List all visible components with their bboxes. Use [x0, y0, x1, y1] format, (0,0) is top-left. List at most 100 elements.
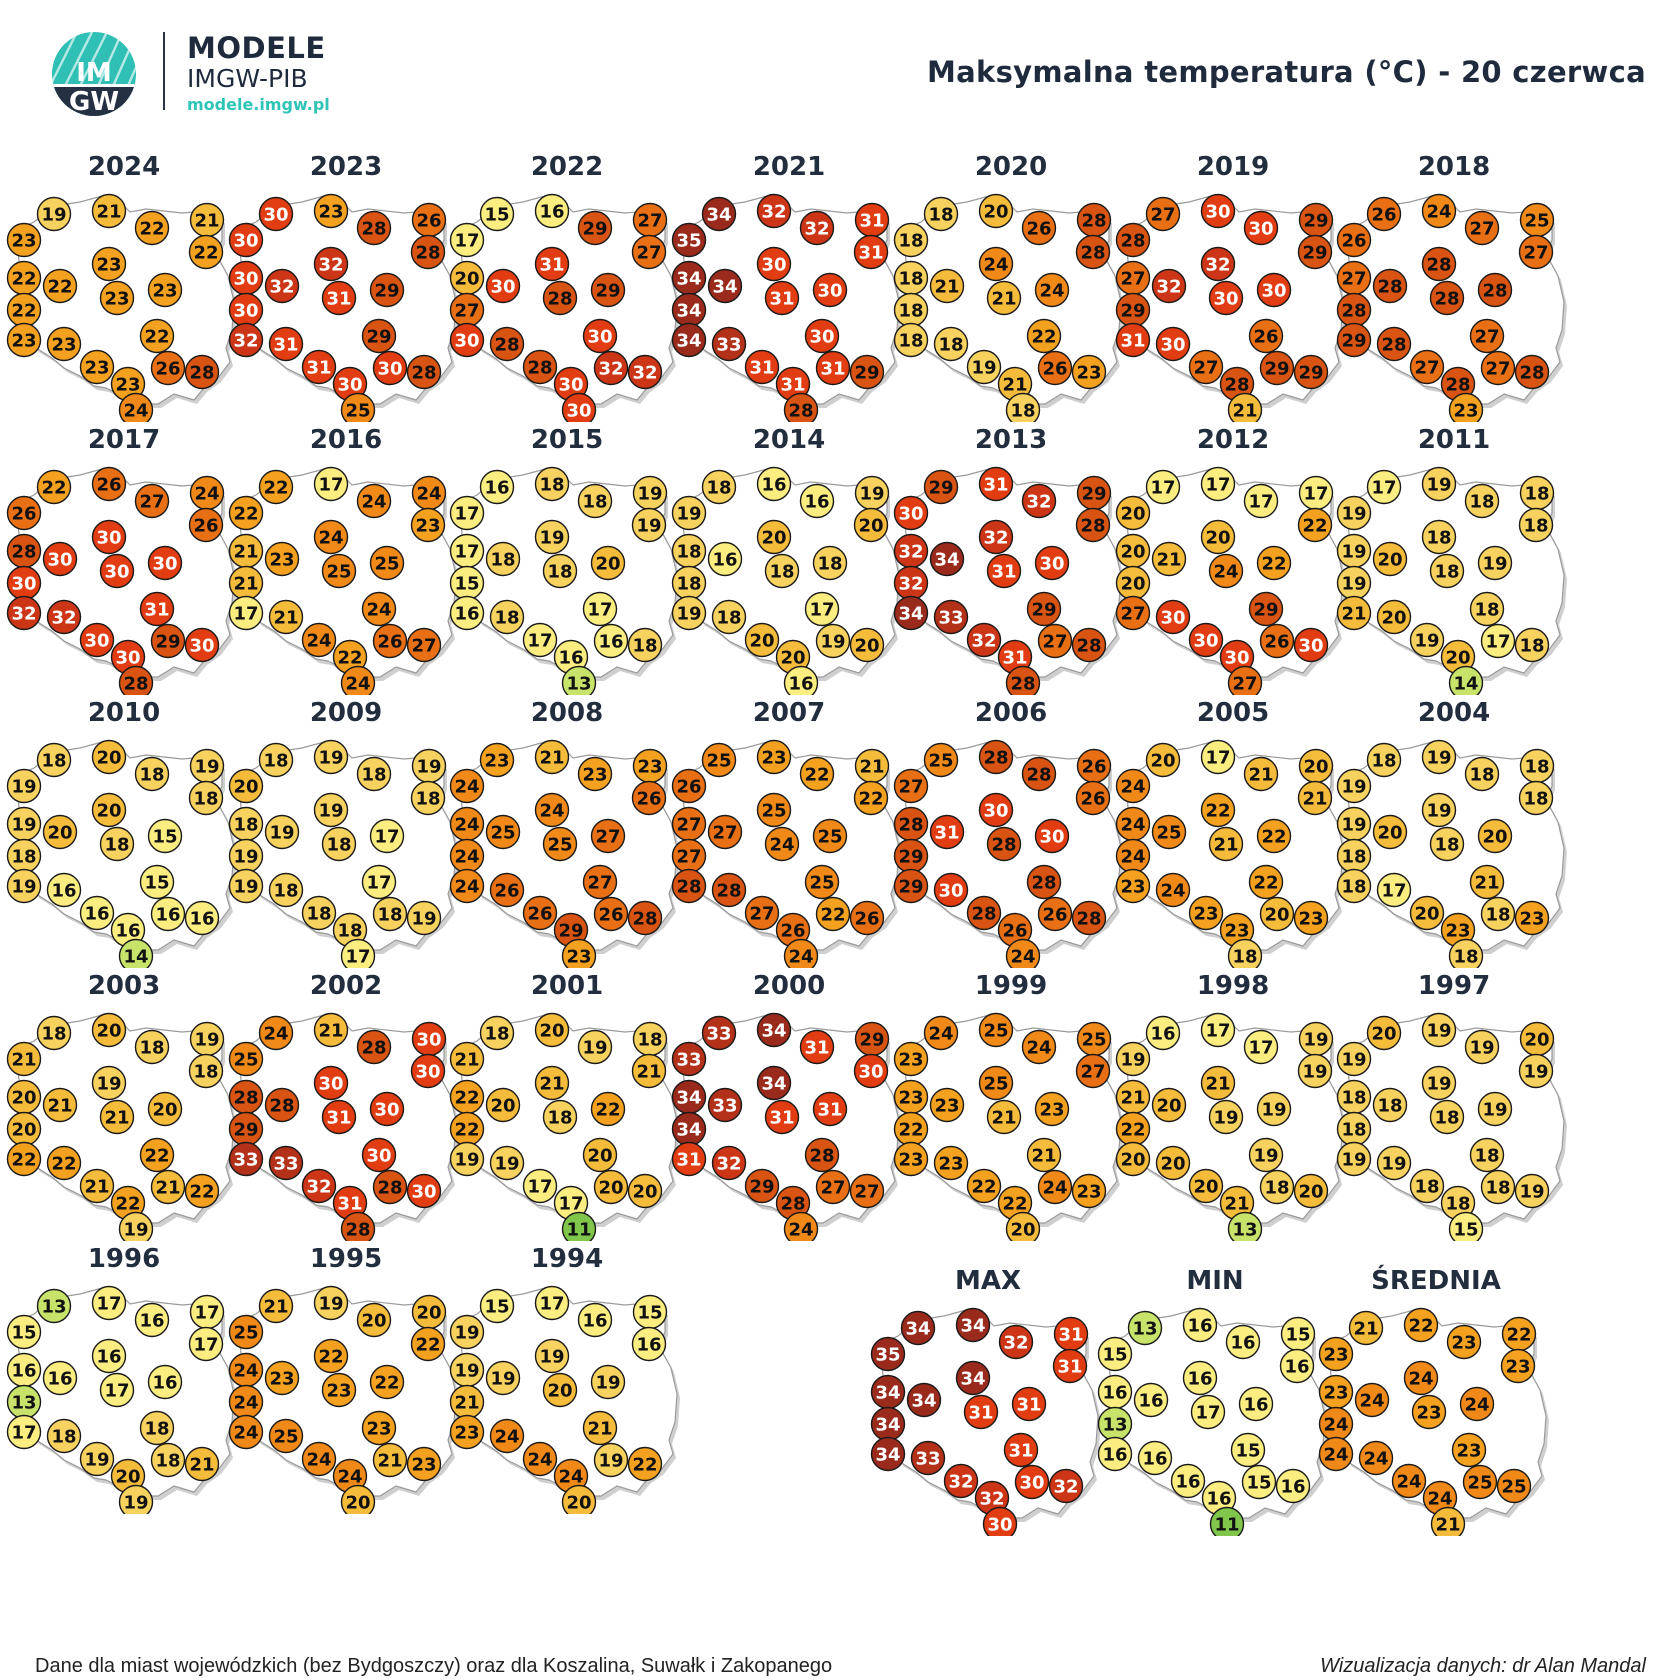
city-marker-gorzow-wlkp: 32 [893, 533, 929, 569]
temperature-label: 26 [676, 777, 701, 798]
temperature-circle [1477, 545, 1513, 581]
city-marker-torun: 23 [264, 1360, 300, 1396]
temperature-label: 22 [1205, 801, 1230, 822]
temperature-label: 18 [1371, 751, 1396, 772]
temperature-circle [1200, 246, 1236, 282]
temperature-label: 29 [582, 219, 607, 240]
temperature-label: 23 [582, 765, 607, 786]
city-marker-kielce: 22 [139, 1137, 175, 1173]
temperature-label: 23 [1323, 1383, 1348, 1404]
map-panel-2019: 2019 28 27 30 30 29 29 27 32 32 29 30 30 31 30 26 27 28 29… [1115, 148, 1351, 422]
temperature-label: 24 [928, 1024, 953, 1045]
city-marker-gorzow-wlkp: 20 [6, 1079, 42, 1115]
city-marker-warszawa: 30 [756, 246, 792, 282]
city-marker-gdansk: 20 [978, 193, 1014, 229]
city-marker-poznan: 20 [6, 1111, 42, 1147]
city-marker-wroclaw: 20 [1155, 1145, 1191, 1181]
city-marker-torun: 32 [1151, 268, 1187, 304]
temperature-circle [671, 768, 707, 804]
temperature-circle [1391, 1463, 1427, 1499]
temperature-circle [627, 1173, 663, 1209]
city-marker-szczecin: 35 [870, 1336, 906, 1372]
temperature-label: 29 [898, 847, 923, 868]
city-marker-lodz: 28 [542, 280, 578, 316]
temperature-label: 26 [1253, 327, 1278, 348]
temperature-label: 19 [1426, 1021, 1451, 1042]
temperature-label: 21 [991, 1108, 1016, 1129]
temperature-label: 30 [318, 1074, 343, 1095]
city-marker-szczecin: 23 [893, 1041, 929, 1077]
temperature-circle [929, 541, 965, 577]
city-marker-warszawa: 19 [534, 519, 570, 555]
temperature-circle [406, 1446, 442, 1482]
temperature-label: 22 [1302, 516, 1327, 537]
temperature-circle [1480, 1169, 1516, 1205]
temperature-circle [1256, 1091, 1292, 1127]
temperature-label: 17 [809, 600, 834, 621]
temperature-label: 19 [1469, 1038, 1494, 1059]
panel-title: 2011 [1417, 425, 1491, 455]
temperature-label: 29 [233, 1120, 258, 1141]
city-marker-koszalin: 30 [258, 196, 294, 232]
panel-title: MIN [1186, 1266, 1244, 1296]
temperature-circle [671, 595, 707, 631]
temperature-label: 18 [928, 205, 953, 226]
temperature-label: 19 [676, 604, 701, 625]
temperature-label: 33 [233, 1150, 258, 1171]
temperature-label: 28 [1445, 375, 1470, 396]
temperature-label: 18 [539, 475, 564, 496]
temperature-circle [978, 1065, 1014, 1101]
city-marker-kielce: 24 [361, 591, 397, 627]
city-marker-opole: 27 [1188, 349, 1224, 385]
city-marker-olsztyn: 32 [1021, 483, 1057, 519]
temperature-label: 19 [123, 1220, 148, 1241]
temperature-label: 30 [374, 1100, 399, 1121]
temperature-label: 28 [377, 1178, 402, 1199]
city-marker-gdansk: 25 [978, 1012, 1014, 1048]
temperature-circle [590, 1091, 626, 1127]
temperature-circle [1518, 507, 1554, 543]
temperature-circle [671, 1041, 707, 1077]
temperature-label: 19 [84, 1450, 109, 1471]
temperature-circle [986, 280, 1022, 316]
map-panel-2007: 2007 26 25 23 22 21 22 27 27 25 27 24 25 28 28 25 27 26 22… [671, 694, 907, 968]
temperature-circle [1469, 591, 1505, 627]
temperature-circle [671, 322, 707, 358]
city-marker-gorzow-wlkp: 24 [1115, 806, 1151, 842]
city-marker-poznan: 30 [228, 292, 264, 328]
city-marker-bialystok: 28 [1075, 234, 1111, 270]
city-marker-olsztyn: 17 [1243, 483, 1279, 519]
temperature-label: 21 [636, 1062, 661, 1083]
temperature-label: 18 [1524, 484, 1549, 505]
temperature-label: 18 [1519, 636, 1544, 657]
temperature-label: 18 [1341, 1088, 1366, 1109]
temperature-label: 34 [676, 301, 701, 322]
temperature-circle [900, 1310, 936, 1346]
temperature-circle [804, 318, 840, 354]
city-marker-torun: 16 [42, 1360, 78, 1396]
temperature-label: 27 [1080, 1062, 1105, 1083]
temperature-circle [1127, 1310, 1163, 1346]
temperature-label: 22 [193, 243, 218, 264]
temperature-circle [1208, 1099, 1244, 1135]
city-marker-gorzow-wlkp: 34 [671, 260, 707, 296]
temperature-circle [593, 1442, 629, 1478]
temperature-label: 25 [983, 1021, 1008, 1042]
city-marker-opole: 17 [522, 1168, 558, 1204]
city-marker-wroclaw: 28 [489, 326, 525, 362]
city-marker-katowice: 18 [332, 912, 368, 948]
temperature-label: 22 [971, 1177, 996, 1198]
city-marker-suwalki: 25 [1076, 1021, 1112, 1057]
city-marker-szczecin: 23 [6, 222, 42, 258]
city-marker-olsztyn: 18 [134, 756, 170, 792]
temperature-label: 24 [558, 1467, 583, 1488]
city-marker-katowice: 31 [997, 639, 1033, 675]
temperature-label: 32 [1003, 1333, 1028, 1354]
temperature-circle [799, 210, 835, 246]
temperature-label: 29 [859, 1030, 884, 1051]
temperature-circle [756, 1065, 792, 1101]
temperature-circle [582, 1410, 618, 1446]
temperature-label: 24 [454, 815, 479, 836]
